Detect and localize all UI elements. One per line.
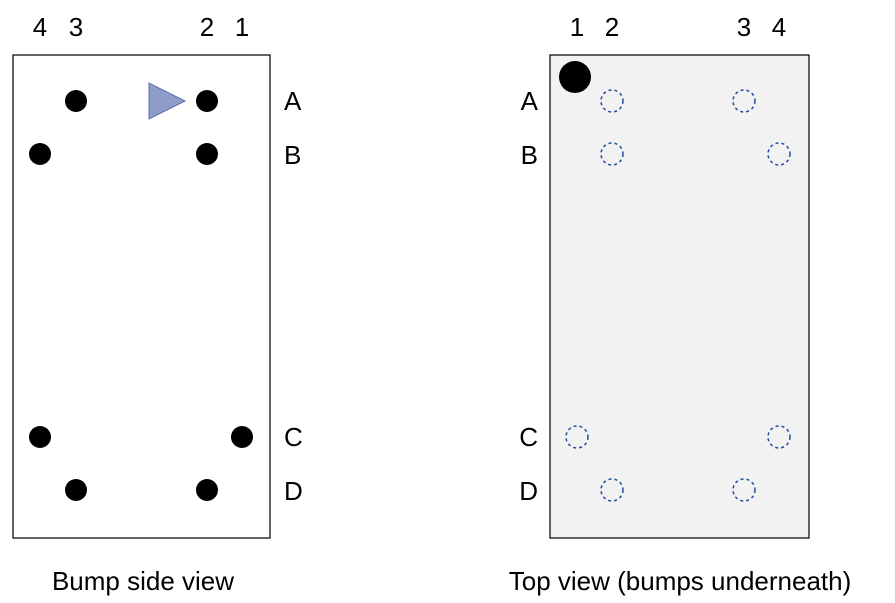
- side-view-package-outline: [12, 54, 271, 539]
- side-col-label-1: 1: [235, 12, 249, 42]
- dashed-circle-bump-icon: [767, 142, 791, 166]
- top-view: 1 2 3 4 A B C D Top view (bumps undernea…: [509, 12, 852, 596]
- side-row-label-d: D: [284, 476, 303, 506]
- solid-bump-icon: [65, 479, 87, 501]
- dashed-circle-bump-icon: [600, 478, 624, 502]
- dashed-circle-bump-icon: [600, 142, 624, 166]
- pin1-dot-icon: [559, 61, 591, 93]
- side-col-label-3: 3: [69, 12, 83, 42]
- top-view-caption: Top view (bumps underneath): [509, 566, 852, 596]
- side-row-label-a: A: [284, 86, 302, 116]
- solid-bump-icon: [196, 90, 218, 112]
- top-col-label-2: 2: [605, 12, 619, 42]
- solid-bump-icon: [196, 143, 218, 165]
- top-col-label-1: 1: [570, 12, 584, 42]
- top-col-label-3: 3: [737, 12, 751, 42]
- top-col-label-4: 4: [772, 12, 786, 42]
- dashed-circle-bump-icon: [732, 89, 756, 113]
- top-row-label-a: A: [521, 86, 539, 116]
- dashed-circle-bump-icon: [565, 425, 589, 449]
- dashed-circle-bump-icon: [732, 478, 756, 502]
- top-row-label-d: D: [519, 476, 538, 506]
- solid-bump-icon: [196, 479, 218, 501]
- side-col-label-4: 4: [33, 12, 47, 42]
- side-view-caption: Bump side view: [52, 566, 234, 596]
- dashed-circle-bump-icon: [600, 89, 624, 113]
- triangle-pin1-marker-icon: [148, 82, 187, 120]
- top-view-package-outline: [549, 54, 810, 539]
- solid-bump-icon: [29, 143, 51, 165]
- solid-bump-icon: [231, 426, 253, 448]
- solid-bump-icon: [65, 90, 87, 112]
- dashed-circle-bump-icon: [767, 425, 791, 449]
- side-row-label-b: B: [284, 140, 301, 170]
- bump-side-view: 4 3 2 1 A B C D Bump side view: [12, 12, 303, 596]
- side-col-label-2: 2: [200, 12, 214, 42]
- top-row-label-b: B: [521, 140, 538, 170]
- side-row-label-c: C: [284, 422, 303, 452]
- solid-bump-icon: [29, 426, 51, 448]
- top-row-label-c: C: [519, 422, 538, 452]
